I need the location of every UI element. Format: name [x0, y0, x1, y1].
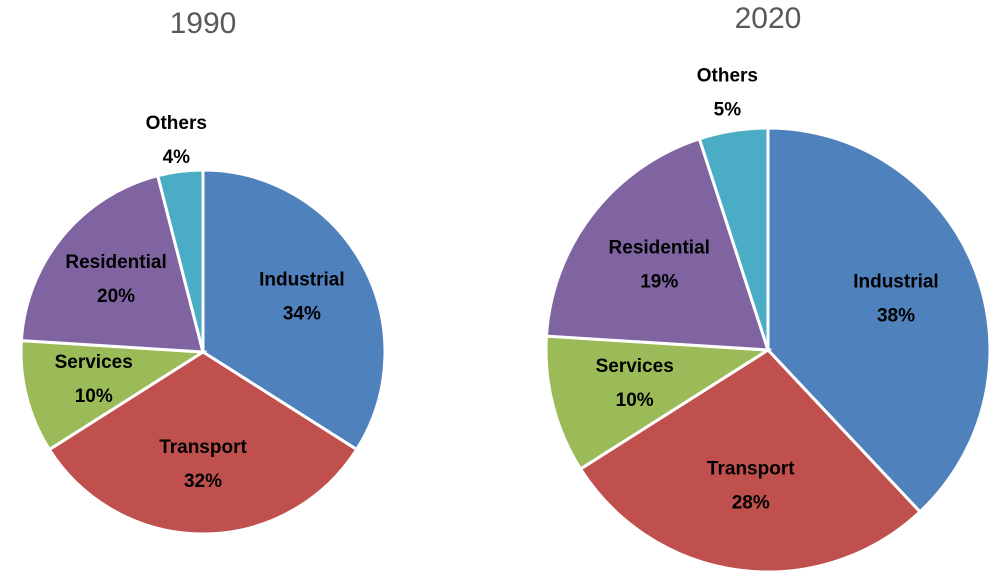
chart-title: 1990: [170, 7, 237, 40]
pie-slice: [697, 126, 770, 351]
slice-value-label: 34%: [283, 304, 321, 325]
slice-value-label: 32%: [184, 471, 222, 492]
pie-slice: [19, 173, 205, 354]
pie-slice: [766, 126, 991, 514]
slice-label: Residential: [65, 252, 166, 273]
slice-value-label: 10%: [75, 386, 113, 407]
pie-slice: [47, 350, 359, 536]
pie-slice: [544, 334, 773, 472]
slice-label: Transport: [707, 459, 795, 480]
slice-label: Industrial: [853, 271, 939, 292]
slice-label: Transport: [159, 437, 247, 458]
slice-label: Industrial: [259, 270, 345, 291]
slice-value-label: 38%: [877, 305, 915, 326]
pie-slice: [19, 338, 208, 452]
slice-value-label: 10%: [616, 390, 654, 411]
slice-value-label: 19%: [640, 272, 678, 293]
slice-label: Services: [55, 352, 133, 373]
slice-label: Others: [697, 65, 758, 86]
slice-value-label: 5%: [714, 99, 742, 120]
pie-slice: [544, 136, 771, 352]
pie-slice: [155, 168, 205, 353]
slice-value-label: 20%: [97, 286, 135, 307]
slice-label: Residential: [609, 238, 710, 259]
slice-value-label: 4%: [163, 147, 191, 168]
chart-title: 2020: [735, 2, 802, 35]
slice-label: Others: [146, 113, 207, 134]
pie-slice: [578, 348, 923, 574]
slice-value-label: 28%: [732, 493, 770, 514]
slice-label: Services: [596, 356, 674, 377]
